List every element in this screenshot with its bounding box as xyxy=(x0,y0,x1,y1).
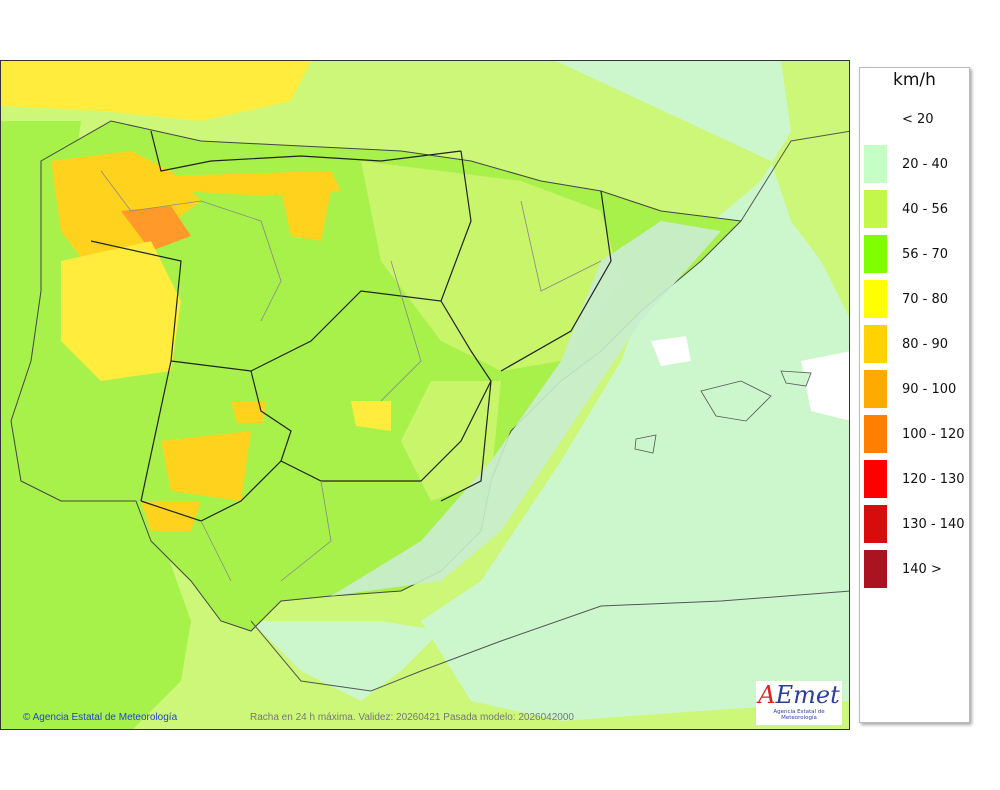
calm-sea-area xyxy=(421,61,849,721)
legend-label: 40 - 56 xyxy=(902,202,949,217)
legend-item: 120 - 130 xyxy=(864,460,968,500)
legend-swatch xyxy=(864,550,887,588)
legend-swatch xyxy=(864,505,887,543)
france-coast xyxy=(740,130,849,222)
legend-label: 100 - 120 xyxy=(902,427,965,442)
legend-item: 70 - 80 xyxy=(864,280,968,320)
legend-item: < 20 xyxy=(864,100,968,140)
legend-label: 90 - 100 xyxy=(902,382,957,397)
legend-label: 20 - 40 xyxy=(902,157,949,172)
legend-item: 56 - 70 xyxy=(864,235,968,275)
balearic-islands xyxy=(634,370,812,454)
legend-swatch xyxy=(864,325,887,363)
wind-gust-map[interactable]: © Agencia Estatal de Meteorología Racha … xyxy=(0,60,850,730)
logo-subtitle: Agencia Estatal de Meteorología xyxy=(773,709,825,721)
legend: km/h < 20 20 - 40 40 - 56 56 - 70 70 - 80 80 … xyxy=(859,67,970,723)
legend-unit: km/h xyxy=(893,70,936,90)
legend-item: 100 - 120 xyxy=(864,415,968,455)
legend-item: 130 - 140 xyxy=(864,505,968,545)
legend-swatch xyxy=(864,235,887,273)
legend-label: 70 - 80 xyxy=(902,292,949,307)
aemet-logo: AEmet Agencia Estatal de Meteorología xyxy=(756,681,842,725)
legend-label: 130 - 140 xyxy=(902,517,965,532)
low-wind-area xyxy=(801,351,849,421)
legend-item: 40 - 56 xyxy=(864,190,968,230)
legend-label: 120 - 130 xyxy=(902,472,965,487)
legend-swatch xyxy=(864,370,887,408)
province-borders xyxy=(100,170,602,582)
legend-swatch xyxy=(864,190,887,228)
legend-item: 20 - 40 xyxy=(864,145,968,185)
legend-item: 90 - 100 xyxy=(864,370,968,410)
legend-swatch xyxy=(864,460,887,498)
north-africa-coast xyxy=(250,590,849,692)
legend-item: 140 > xyxy=(864,550,968,590)
legend-swatch xyxy=(864,415,887,453)
legend-swatch xyxy=(864,280,887,318)
legend-label: < 20 xyxy=(902,112,934,127)
legend-swatch xyxy=(864,145,887,183)
legend-label: 140 > xyxy=(902,562,942,577)
logo-mark: AEmet xyxy=(758,681,840,709)
map-canvas xyxy=(1,61,849,729)
legend-label: 56 - 70 xyxy=(902,247,949,262)
legend-item: 80 - 90 xyxy=(864,325,968,365)
legend-label: 80 - 90 xyxy=(902,337,949,352)
map-caption: Racha en 24 h máxima. Validez: 20260421 … xyxy=(250,712,574,723)
copyright-credit: © Agencia Estatal de Meteorología xyxy=(23,712,178,723)
